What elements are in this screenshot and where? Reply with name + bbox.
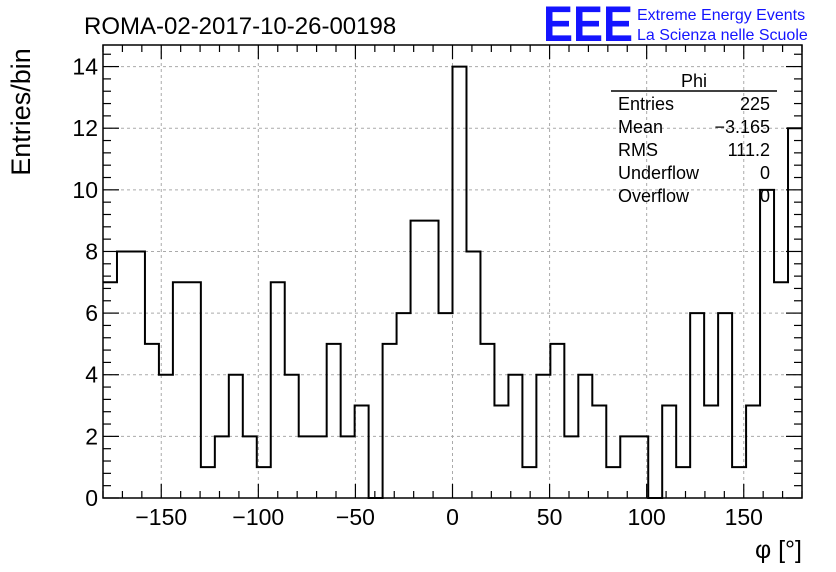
stats-value-entries: 225 xyxy=(740,94,770,114)
stats-label-rms: RMS xyxy=(618,140,658,160)
stats-value-mean: −3.165 xyxy=(714,117,770,137)
stats-label-entries: Entries xyxy=(618,94,674,114)
y-tick-label: 14 xyxy=(72,54,98,80)
x-tick-label: 150 xyxy=(725,504,763,530)
stats-value-overflow: 0 xyxy=(760,186,770,206)
stats-value-rms: 111.2 xyxy=(728,140,770,160)
stats-label-underflow: Underflow xyxy=(618,163,700,183)
y-tick-label: 4 xyxy=(85,362,98,388)
stats-label-mean: Mean xyxy=(618,117,663,137)
y-tick-label: 10 xyxy=(72,177,98,203)
x-tick-label: −150 xyxy=(135,504,187,530)
x-tick-labels: −150 −100 −50 0 50 100 150 xyxy=(135,504,763,530)
y-tick-label: 6 xyxy=(85,300,98,326)
x-axis-label: φ [°] xyxy=(755,536,802,564)
x-tick-label: 50 xyxy=(537,504,563,530)
y-axis-label: Entries/bin xyxy=(6,48,36,176)
x-tick-label: 0 xyxy=(446,504,459,530)
y-tick-label: 0 xyxy=(85,485,98,511)
stats-box: Phi Entries 225 Mean −3.165 RMS 111.2 Un… xyxy=(611,71,777,206)
y-tick-label: 2 xyxy=(85,423,98,449)
chart-title: ROMA-02-2017-10-26-00198 xyxy=(84,13,396,40)
stats-value-underflow: 0 xyxy=(760,163,770,183)
logo-line-2: La Scienza nelle Scuole xyxy=(637,27,808,44)
logo-line-1: Extreme Energy Events xyxy=(637,7,805,24)
y-tick-label: 12 xyxy=(72,115,98,141)
y-tick-labels: 0 2 4 6 8 10 12 14 xyxy=(72,54,98,511)
eee-logo: EEE Extreme Energy Events La Scienza nel… xyxy=(543,0,808,52)
axis-ticks xyxy=(102,45,803,499)
x-tick-label: 100 xyxy=(627,504,665,530)
stats-label-overflow: Overflow xyxy=(618,186,690,206)
histogram-outline xyxy=(103,65,802,499)
stats-box-title: Phi xyxy=(681,71,707,91)
eee-logo-mark: EEE xyxy=(543,0,633,52)
x-tick-label: −100 xyxy=(232,504,284,530)
y-tick-label: 8 xyxy=(85,238,98,264)
x-tick-label: −50 xyxy=(336,504,375,530)
